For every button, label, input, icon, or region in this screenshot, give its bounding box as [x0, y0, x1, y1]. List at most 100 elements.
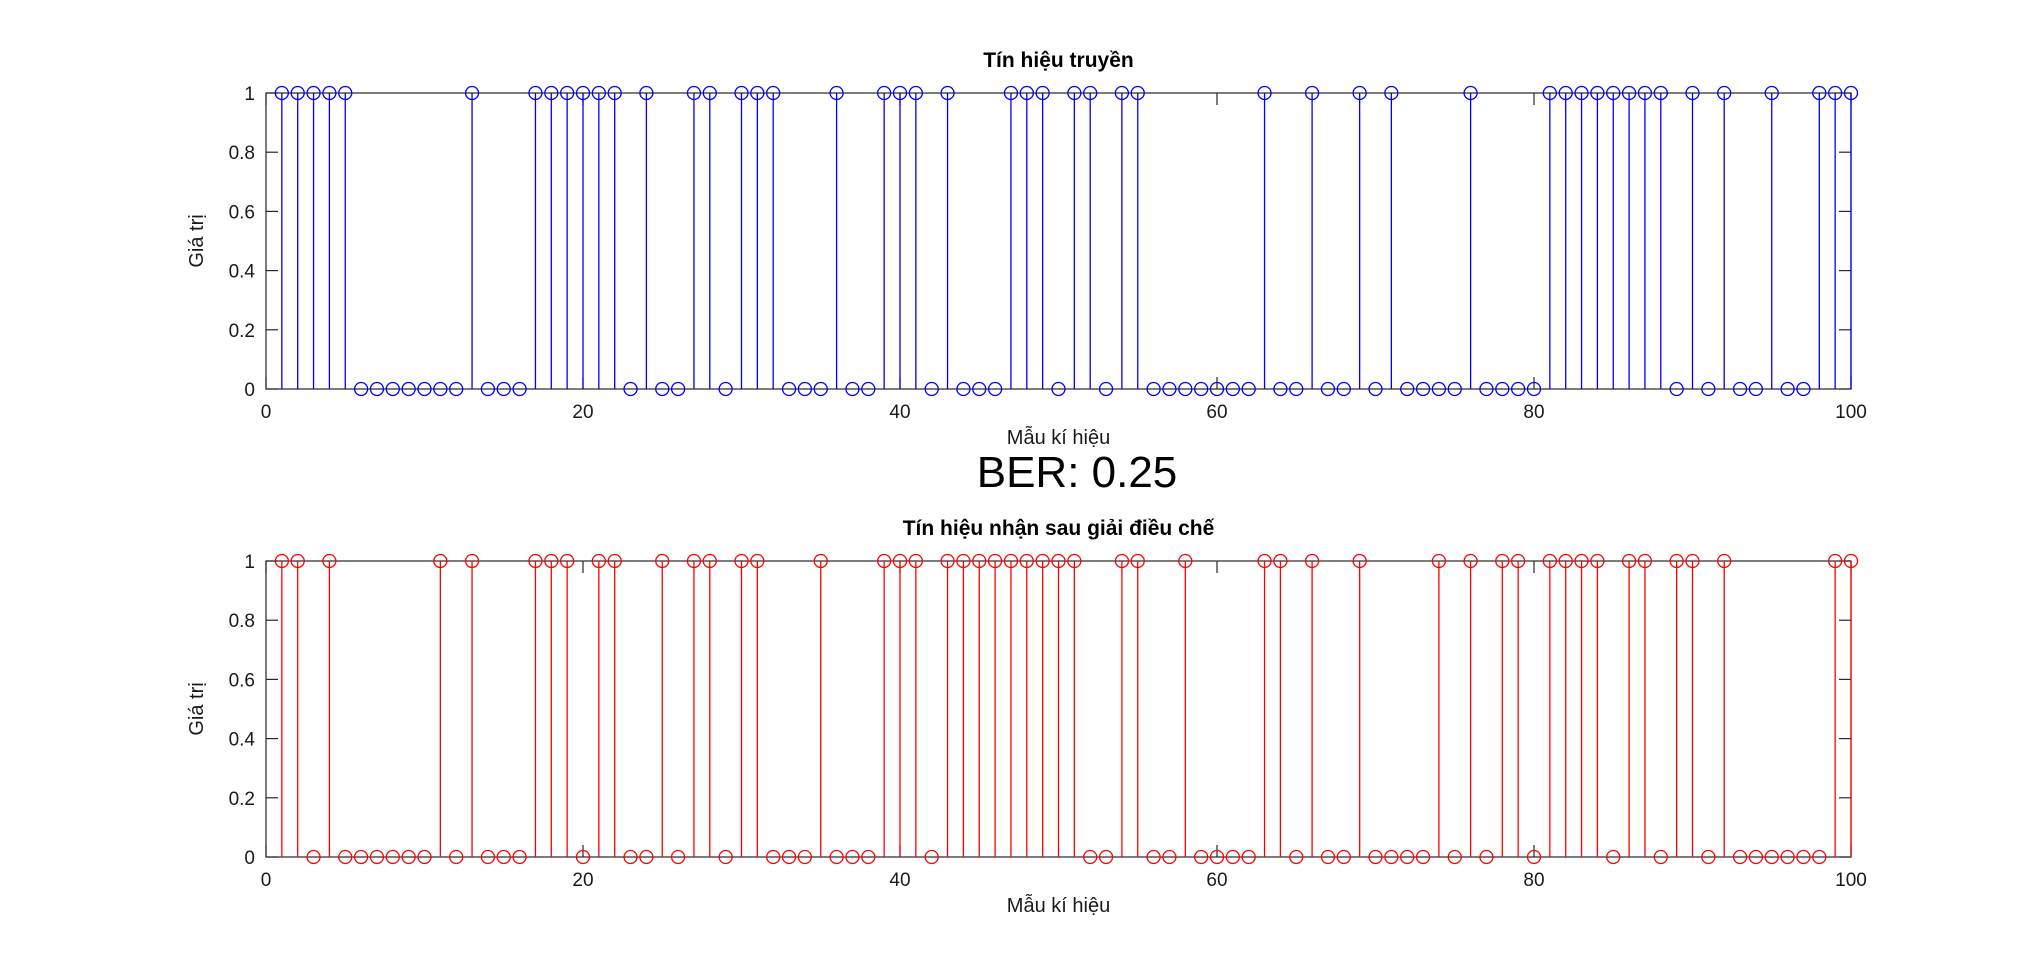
stem-marker — [369, 381, 385, 397]
stem-marker — [1368, 849, 1383, 865]
stem-marker — [1479, 849, 1494, 865]
stem-marker — [1273, 381, 1288, 397]
stem-marker — [417, 849, 432, 865]
stem-marker — [1415, 849, 1431, 865]
stem-marker — [655, 553, 670, 569]
stem-marker — [1526, 849, 1542, 865]
stem-marker — [1067, 85, 1082, 101]
stem-marker — [1209, 849, 1225, 865]
stem-marker — [433, 381, 448, 397]
plot-transmitted: Tín hiệu truyền Mẫu kí hiệu Giá trị 0 20 4… — [186, 49, 1867, 449]
stem-marker — [655, 381, 670, 397]
stem-marker — [290, 85, 305, 101]
stem-marker — [1352, 85, 1367, 101]
y-tick-label: 0.2 — [229, 321, 255, 342]
stem-marker — [1669, 381, 1684, 397]
stem-marker — [306, 849, 321, 865]
stem-marker — [1526, 381, 1542, 397]
stem-marker — [1304, 85, 1320, 101]
stem-marker — [877, 85, 892, 101]
x-tick-label: 20 — [572, 402, 593, 423]
y-tick-label: 0 — [244, 380, 255, 401]
stem-marker — [1606, 85, 1621, 101]
stem-marker — [1368, 381, 1383, 397]
stem-marker — [1304, 553, 1320, 569]
stem-marker — [734, 85, 749, 101]
x-axis-label: Mẫu kí hiệu — [1007, 894, 1110, 917]
stem-marker — [1748, 381, 1764, 397]
stem-marker — [1225, 381, 1240, 397]
stem-marker — [1178, 553, 1193, 569]
stem-marker — [1796, 381, 1811, 397]
stem-marker — [1400, 381, 1415, 397]
stem-marker — [1336, 849, 1351, 865]
stem-marker — [1130, 85, 1145, 101]
stem-marker — [623, 381, 638, 397]
stem-marker — [464, 553, 480, 569]
stem-marker — [1764, 849, 1779, 865]
x-tick-label: 80 — [1523, 402, 1544, 423]
stem-marker — [1162, 849, 1177, 865]
x-tick-label: 100 — [1835, 870, 1867, 891]
stem-marker — [385, 381, 400, 397]
y-tick-label: 0.2 — [229, 789, 255, 810]
stem-marker — [686, 85, 702, 101]
stem-marker — [956, 381, 971, 397]
stem-marker — [718, 849, 733, 865]
stem-marker — [353, 381, 369, 397]
stem-marker — [1590, 85, 1605, 101]
stem-marker — [274, 553, 290, 569]
stem-marker — [845, 849, 860, 865]
stem-marker — [1289, 849, 1304, 865]
stem-marker — [1558, 553, 1573, 569]
stem-marker — [972, 381, 987, 397]
x-axis-label: Mẫu kí hiệu — [1007, 426, 1110, 449]
stem-marker — [1542, 85, 1557, 101]
stem-marker — [1574, 85, 1589, 101]
x-tick-label: 20 — [572, 870, 593, 891]
stem-marker — [1130, 553, 1145, 569]
stem-marker — [338, 849, 353, 865]
stem-marker — [1083, 849, 1098, 865]
x-tick-label: 80 — [1523, 870, 1544, 891]
stem-marker — [385, 849, 400, 865]
stem-marker — [496, 381, 511, 397]
stem-marker — [750, 85, 765, 101]
stem-marker — [496, 849, 511, 865]
stem-marker — [797, 381, 813, 397]
stem-marker — [734, 553, 749, 569]
stem-marker — [464, 85, 480, 101]
stem-marker — [813, 381, 828, 397]
stem-marker — [987, 381, 1003, 397]
stem-marker — [1257, 85, 1272, 101]
stem-marker — [1209, 381, 1225, 397]
stem-marker — [353, 849, 369, 865]
stem-marker — [338, 85, 353, 101]
stem-marker — [686, 553, 702, 569]
stem-marker — [274, 85, 290, 101]
stem-marker — [1653, 849, 1668, 865]
stem-marker — [528, 85, 543, 101]
y-tick-label: 0.4 — [229, 262, 256, 283]
stem-marker — [639, 849, 654, 865]
stem-marker — [322, 553, 337, 569]
stem-marker — [1352, 553, 1367, 569]
stem-marker — [1621, 553, 1637, 569]
stem-marker — [1257, 553, 1272, 569]
stem-marker — [480, 849, 496, 865]
stem-marker — [1146, 381, 1161, 397]
stem-marker — [1828, 85, 1843, 101]
stem-marker — [528, 553, 543, 569]
stem-marker — [1400, 849, 1415, 865]
y-tick-label: 0.4 — [229, 730, 256, 751]
stem-marker — [1717, 553, 1732, 569]
stem-marker — [1083, 85, 1098, 101]
stem-marker — [1384, 85, 1399, 101]
y-tick-label: 0.6 — [229, 670, 255, 691]
stem-marker — [718, 381, 733, 397]
stem-marker — [924, 849, 939, 865]
stem-marker — [1637, 553, 1653, 569]
stem-marker — [797, 849, 813, 865]
stem-marker — [1780, 381, 1795, 397]
stem-marker — [987, 553, 1003, 569]
